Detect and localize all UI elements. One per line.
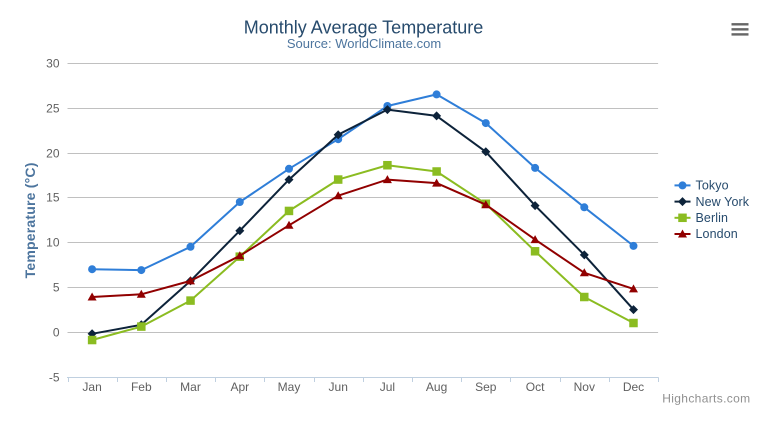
svg-text:Temperature (°C): Temperature (°C): [22, 162, 38, 278]
svg-text:Monthly Average Temperature: Monthly Average Temperature: [244, 18, 483, 38]
svg-text:25: 25: [46, 102, 60, 116]
svg-text:Highcharts.com: Highcharts.com: [662, 392, 750, 406]
svg-text:20: 20: [46, 147, 60, 161]
svg-text:Jun: Jun: [329, 380, 348, 394]
svg-text:Berlin: Berlin: [696, 211, 729, 225]
svg-text:-5: -5: [49, 371, 60, 385]
svg-text:Source: WorldClimate.com: Source: WorldClimate.com: [287, 36, 441, 51]
svg-text:May: May: [278, 380, 301, 394]
svg-text:New York: New York: [696, 195, 750, 209]
svg-text:10: 10: [46, 236, 60, 250]
svg-text:Apr: Apr: [230, 380, 249, 394]
svg-text:5: 5: [53, 281, 60, 295]
svg-text:London: London: [696, 227, 738, 241]
svg-text:Jul: Jul: [380, 380, 395, 394]
svg-text:Aug: Aug: [426, 380, 447, 394]
svg-text:15: 15: [46, 191, 60, 205]
svg-text:Feb: Feb: [131, 380, 152, 394]
svg-text:30: 30: [46, 57, 60, 71]
svg-text:0: 0: [53, 326, 60, 340]
svg-text:Sep: Sep: [475, 380, 497, 394]
svg-text:Tokyo: Tokyo: [696, 179, 729, 193]
svg-text:Dec: Dec: [623, 380, 644, 394]
svg-text:Mar: Mar: [180, 380, 201, 394]
svg-text:Jan: Jan: [82, 380, 101, 394]
svg-text:Oct: Oct: [526, 380, 545, 394]
svg-text:Nov: Nov: [574, 380, 595, 394]
